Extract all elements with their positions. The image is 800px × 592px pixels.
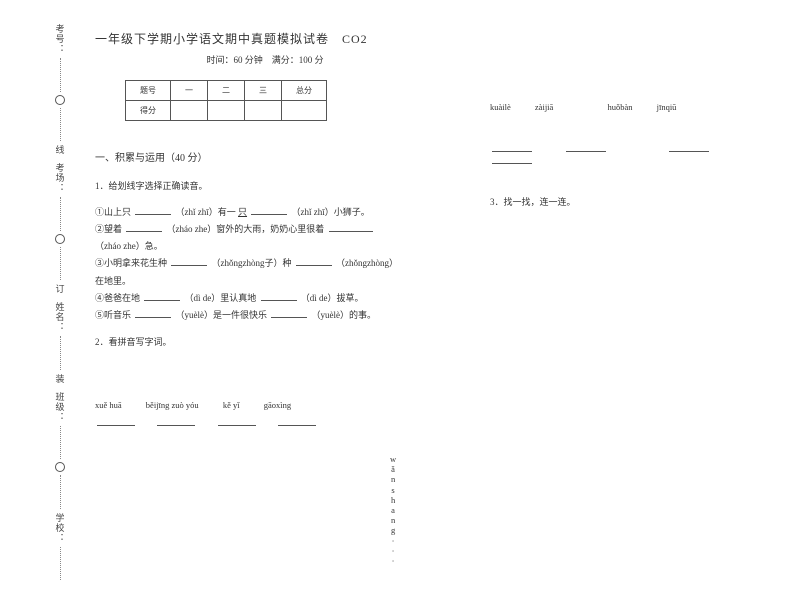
answer-blank[interactable] (135, 308, 171, 318)
underlined-char: 只 (238, 207, 247, 217)
td-blank (282, 101, 327, 121)
binding-circle (55, 234, 65, 244)
exam-title: 一年级下学期小学语文期中真题模拟试卷 CO2 (95, 30, 435, 47)
question-stem: 2．看拼音写字词。 (95, 334, 435, 350)
pinyin-item: běijīng zuò yóu (146, 400, 199, 410)
td-blank (245, 101, 282, 121)
cut-mark: 装 (54, 374, 67, 384)
cut-mark: 订 (54, 284, 67, 294)
answer-blank[interactable] (218, 416, 256, 426)
pinyin-row: kuàilè zàijiā huǒbàn jīnqiū (490, 102, 770, 112)
vertical-pinyin: wǎnshang··· (390, 454, 396, 566)
answer-blank[interactable] (251, 205, 287, 215)
cut-mark: 线 (54, 145, 67, 155)
binding-circle (55, 462, 65, 472)
answer-blank[interactable] (278, 416, 316, 426)
binding-dotline (60, 108, 61, 142)
pinyin-item: zàijiā (535, 102, 553, 112)
answer-blank[interactable] (329, 222, 373, 232)
question-stem: 3．找一找，连一连。 (490, 194, 770, 210)
binding-label: 考场： (54, 163, 67, 193)
binding-label: 班级： (54, 392, 67, 422)
binding-dotline (60, 58, 61, 92)
binding-dotline (60, 197, 61, 231)
answer-blank[interactable] (492, 142, 532, 152)
right-column: kuàilè zàijiā huǒbàn jīnqiū 3．找一找，连一连。 (490, 30, 770, 220)
answer-blank[interactable] (669, 142, 709, 152)
th-col: 一 (171, 81, 208, 101)
answer-blank[interactable] (157, 416, 195, 426)
text: （zhǒngzhòng子）种 (212, 258, 292, 268)
binding-dotline (60, 426, 61, 460)
text: ④爸爸在地 (95, 293, 140, 303)
question-line: ⑤听音乐 （yuèlè）是一件很快乐 （yuèlè）的事。 (95, 307, 435, 324)
question-line: ②望着 （zháo zhe）窗外的大雨，奶奶心里很着 （zháo zhe）急。 (95, 221, 435, 255)
text: （zháo zhe）急。 (95, 241, 163, 251)
binding-label: 姓名： (54, 302, 67, 332)
question-line: ③小明拿来花生种 （zhǒngzhòng子）种 （zhǒngzhòng） 在地里… (95, 255, 435, 289)
text: ③小明拿来花生种 (95, 258, 167, 268)
table-row: 题号 一 二 三 总分 (126, 81, 327, 101)
binding-label: 考号： (54, 24, 67, 54)
pinyin-item: jīnqiū (657, 102, 677, 112)
text: （zháo zhe）窗外的大雨，奶奶心里很着 (167, 224, 325, 234)
answer-blank[interactable] (171, 256, 207, 266)
answer-blank[interactable] (296, 256, 332, 266)
answer-blank[interactable] (271, 308, 307, 318)
th-col: 三 (245, 81, 282, 101)
text: （zhǐ zhī）小狮子。 (292, 207, 370, 217)
binding-circle (55, 95, 65, 105)
text: （dì de）里认真地 (185, 293, 257, 303)
text: （dì de）拔草。 (301, 293, 364, 303)
exam-subtitle: 时间：60 分钟 满分：100 分 (95, 53, 435, 66)
question-stem: 1．给划线字选择正确读音。 (95, 178, 435, 194)
td-blank (171, 101, 208, 121)
binding-label: 学校： (54, 513, 67, 543)
th-total: 总分 (282, 81, 327, 101)
section-heading: 一、积累与运用（40 分） (95, 149, 435, 164)
answer-blank[interactable] (97, 416, 135, 426)
text: ⑤听音乐 (95, 310, 131, 320)
text: ②望着 (95, 224, 122, 234)
binding-dotline (60, 547, 61, 581)
answer-blank[interactable] (135, 205, 171, 215)
text: （zhǒngzhòng） (336, 258, 398, 268)
answer-blank[interactable] (126, 222, 162, 232)
write-line-row (490, 142, 770, 166)
answer-blank[interactable] (492, 154, 532, 164)
th-col: 二 (208, 81, 245, 101)
text: 在地里。 (95, 276, 131, 286)
binding-dotline (60, 247, 61, 281)
text: （yuèlè）的事。 (312, 310, 377, 320)
left-column: 一年级下学期小学语文期中真题模拟试卷 CO2 时间：60 分钟 满分：100 分… (95, 30, 435, 428)
binding-column: 考号： 线 考场： 订 姓名： 装 班级： 学校： (40, 20, 80, 580)
pinyin-item: xuě huā (95, 400, 122, 410)
score-table: 题号 一 二 三 总分 得分 (125, 80, 327, 121)
binding-dotline (60, 475, 61, 509)
table-row: 得分 (126, 101, 327, 121)
text: （yuèlè）是一件很快乐 (176, 310, 268, 320)
td-blank (208, 101, 245, 121)
text: ①山上只 (95, 207, 131, 217)
pinyin-item: gāoxìng (264, 400, 291, 410)
pinyin-item: huǒbàn (607, 102, 632, 112)
pinyin-item: kuàilè (490, 102, 511, 112)
answer-blank[interactable] (261, 291, 297, 301)
pinyin-item: kě yǐ (223, 400, 240, 410)
answer-blank[interactable] (566, 142, 606, 152)
question-line: ①山上只 （zhǐ zhī）有一 只 （zhǐ zhī）小狮子。 (95, 204, 435, 221)
answer-blank[interactable] (144, 291, 180, 301)
pinyin-row: xuě huā běijīng zuò yóu kě yǐ gāoxìng (95, 400, 435, 410)
question-line: ④爸爸在地 （dì de）里认真地 （dì de）拔草。 (95, 290, 435, 307)
text: （zhǐ zhī）有一 (176, 207, 236, 217)
td-label: 得分 (126, 101, 171, 121)
th-label: 题号 (126, 81, 171, 101)
write-line-row (95, 416, 435, 428)
binding-dotline (60, 336, 61, 370)
